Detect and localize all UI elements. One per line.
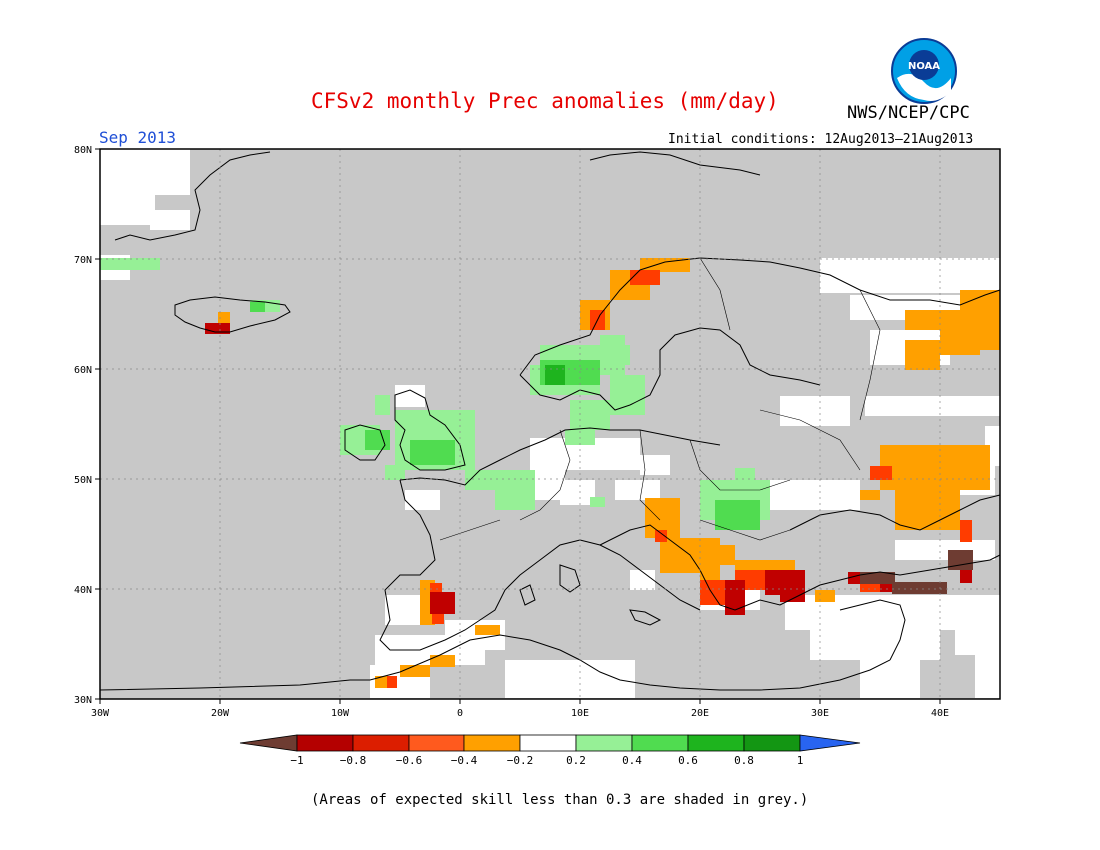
- longitude-labels: 30W 20W 10W 0 10E 20E 30E 40E: [91, 708, 949, 719]
- orange-areas: [218, 258, 1000, 688]
- colorbar-label: 0.8: [734, 754, 754, 767]
- lat-label: 40N: [74, 585, 92, 596]
- logo-text: NOAA: [908, 61, 940, 72]
- lat-label: 30N: [74, 695, 92, 706]
- colorbar-swatch: [743, 734, 801, 752]
- colorbar-label: 0.2: [566, 754, 586, 767]
- lon-label: 10E: [571, 708, 589, 719]
- colorbar-label: 0.4: [622, 754, 642, 767]
- colorbar-label: −1: [290, 754, 303, 767]
- borders: [439, 257, 881, 541]
- latitude-labels: 80N 70N 60N 50N 40N 30N: [74, 145, 92, 706]
- colorbar-label: −0.4: [451, 754, 478, 767]
- lon-label: 0: [457, 708, 463, 719]
- red-orange-areas: [387, 270, 972, 688]
- forecast-month: Sep 2013: [99, 128, 177, 147]
- agency-label: NWS/NCEP/CPC: [847, 103, 970, 123]
- initial-conditions: Initial conditions: 12Aug2013–21Aug2013: [668, 132, 974, 147]
- lat-label: 50N: [74, 475, 92, 486]
- colorbar-swatch: [575, 734, 633, 752]
- colorbar-swatch: [352, 734, 410, 752]
- lon-label: 20W: [211, 708, 230, 719]
- colorbar-label: −0.2: [507, 754, 534, 767]
- colorbar-label: −0.6: [396, 754, 423, 767]
- colorbar-label: 0.6: [678, 754, 698, 767]
- colorbar-swatch: [519, 734, 577, 752]
- dark-green-areas: [545, 365, 565, 385]
- noaa-logo: NOAA: [891, 38, 957, 104]
- coastlines: [99, 151, 1001, 691]
- colorbar-low-arrow: [239, 734, 298, 752]
- colorbar-label: 1: [797, 754, 804, 767]
- brown-areas: [860, 550, 973, 594]
- map-frame: [99, 148, 1001, 700]
- colorbar: −1 −0.8 −0.6 −0.4 −0.2 0.2 0.4 0.6 0.8 1: [239, 734, 861, 767]
- lat-label: 80N: [74, 145, 92, 156]
- gridlines: [100, 149, 1000, 699]
- chart-title: CFSv2 monthly Prec anomalies (mm/day): [311, 89, 779, 113]
- lon-label: 40E: [931, 708, 949, 719]
- colorbar-swatch: [296, 734, 354, 752]
- colorbar-high-arrow: [799, 734, 861, 752]
- colorbar-label: −0.8: [340, 754, 367, 767]
- lat-label: 70N: [74, 255, 92, 266]
- colorbar-swatch: [687, 734, 745, 752]
- lon-label: 30E: [811, 708, 829, 719]
- lat-label: 60N: [74, 365, 92, 376]
- colorbar-swatch: [408, 734, 465, 752]
- axis-ticks: [95, 148, 941, 704]
- lon-label: 20E: [691, 708, 709, 719]
- lon-label: 10W: [331, 708, 350, 719]
- colorbar-swatch: [463, 734, 521, 752]
- lon-label: 30W: [91, 708, 110, 719]
- colorbar-swatch: [631, 734, 689, 752]
- skill-footnote: (Areas of expected skill less than 0.3 a…: [311, 792, 809, 808]
